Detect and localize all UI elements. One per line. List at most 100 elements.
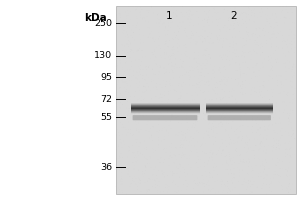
Point — [118, 92, 123, 95]
Point — [178, 170, 183, 173]
Point — [253, 107, 258, 110]
Point — [203, 38, 208, 41]
Point — [165, 184, 170, 187]
Point — [213, 166, 218, 169]
Point — [151, 126, 156, 129]
Point — [183, 83, 188, 86]
Point — [145, 103, 150, 106]
Point — [188, 191, 193, 194]
Point — [273, 173, 278, 176]
Point — [202, 161, 207, 164]
Point — [196, 192, 201, 195]
Point — [152, 48, 157, 51]
Point — [170, 46, 175, 49]
Point — [127, 150, 131, 153]
Point — [132, 175, 137, 178]
Point — [146, 130, 151, 133]
Point — [185, 172, 190, 176]
Point — [140, 155, 145, 159]
Point — [209, 5, 214, 8]
Point — [199, 174, 204, 177]
Point — [200, 5, 205, 8]
Point — [142, 85, 146, 88]
Point — [154, 116, 159, 119]
Point — [215, 173, 220, 176]
Point — [145, 88, 150, 91]
Point — [120, 114, 125, 117]
Point — [178, 97, 182, 100]
Point — [214, 128, 219, 131]
Point — [170, 172, 175, 176]
Point — [192, 95, 197, 98]
Point — [187, 15, 191, 18]
Point — [173, 57, 178, 60]
Point — [118, 88, 123, 91]
Point — [219, 105, 224, 108]
Point — [215, 82, 220, 85]
Point — [127, 185, 132, 188]
Point — [269, 115, 274, 119]
Point — [279, 83, 284, 86]
Point — [150, 174, 155, 177]
Point — [191, 187, 196, 190]
Point — [192, 114, 197, 118]
Point — [259, 15, 263, 18]
Point — [201, 117, 206, 120]
Point — [225, 78, 230, 82]
Point — [250, 190, 255, 194]
Point — [229, 77, 234, 80]
Point — [218, 80, 223, 83]
Point — [228, 190, 233, 193]
Point — [137, 177, 142, 181]
Point — [267, 98, 272, 101]
Point — [166, 63, 171, 66]
Point — [237, 128, 242, 131]
Point — [225, 142, 230, 145]
Point — [277, 158, 282, 162]
Point — [259, 140, 264, 143]
Point — [284, 135, 289, 138]
Point — [292, 21, 297, 25]
Point — [188, 101, 193, 104]
Point — [166, 22, 171, 25]
Point — [260, 86, 265, 90]
Point — [262, 109, 267, 112]
Point — [220, 66, 224, 69]
Point — [139, 99, 143, 102]
Point — [188, 75, 193, 78]
Point — [230, 101, 235, 104]
Point — [280, 167, 285, 170]
Point — [218, 84, 223, 87]
Bar — [130, 107, 200, 108]
Point — [137, 179, 142, 182]
Point — [145, 105, 150, 108]
Point — [196, 26, 201, 29]
Point — [151, 79, 156, 82]
Point — [185, 124, 190, 127]
Point — [283, 12, 287, 15]
Point — [205, 103, 210, 106]
Point — [161, 141, 166, 144]
Point — [177, 27, 182, 30]
Point — [206, 18, 211, 21]
Point — [157, 44, 161, 47]
Point — [154, 141, 158, 144]
Point — [137, 145, 142, 148]
Point — [256, 148, 261, 152]
Point — [238, 66, 242, 69]
Point — [114, 134, 119, 137]
Point — [174, 165, 178, 168]
Point — [119, 170, 124, 173]
Point — [134, 181, 138, 185]
Point — [281, 92, 286, 96]
Point — [269, 56, 274, 60]
Point — [202, 107, 206, 111]
Point — [258, 190, 263, 193]
Point — [190, 45, 195, 49]
Point — [156, 138, 161, 142]
Point — [259, 42, 264, 45]
Point — [207, 83, 212, 86]
Point — [165, 8, 170, 11]
Point — [226, 133, 231, 137]
Point — [115, 116, 119, 119]
